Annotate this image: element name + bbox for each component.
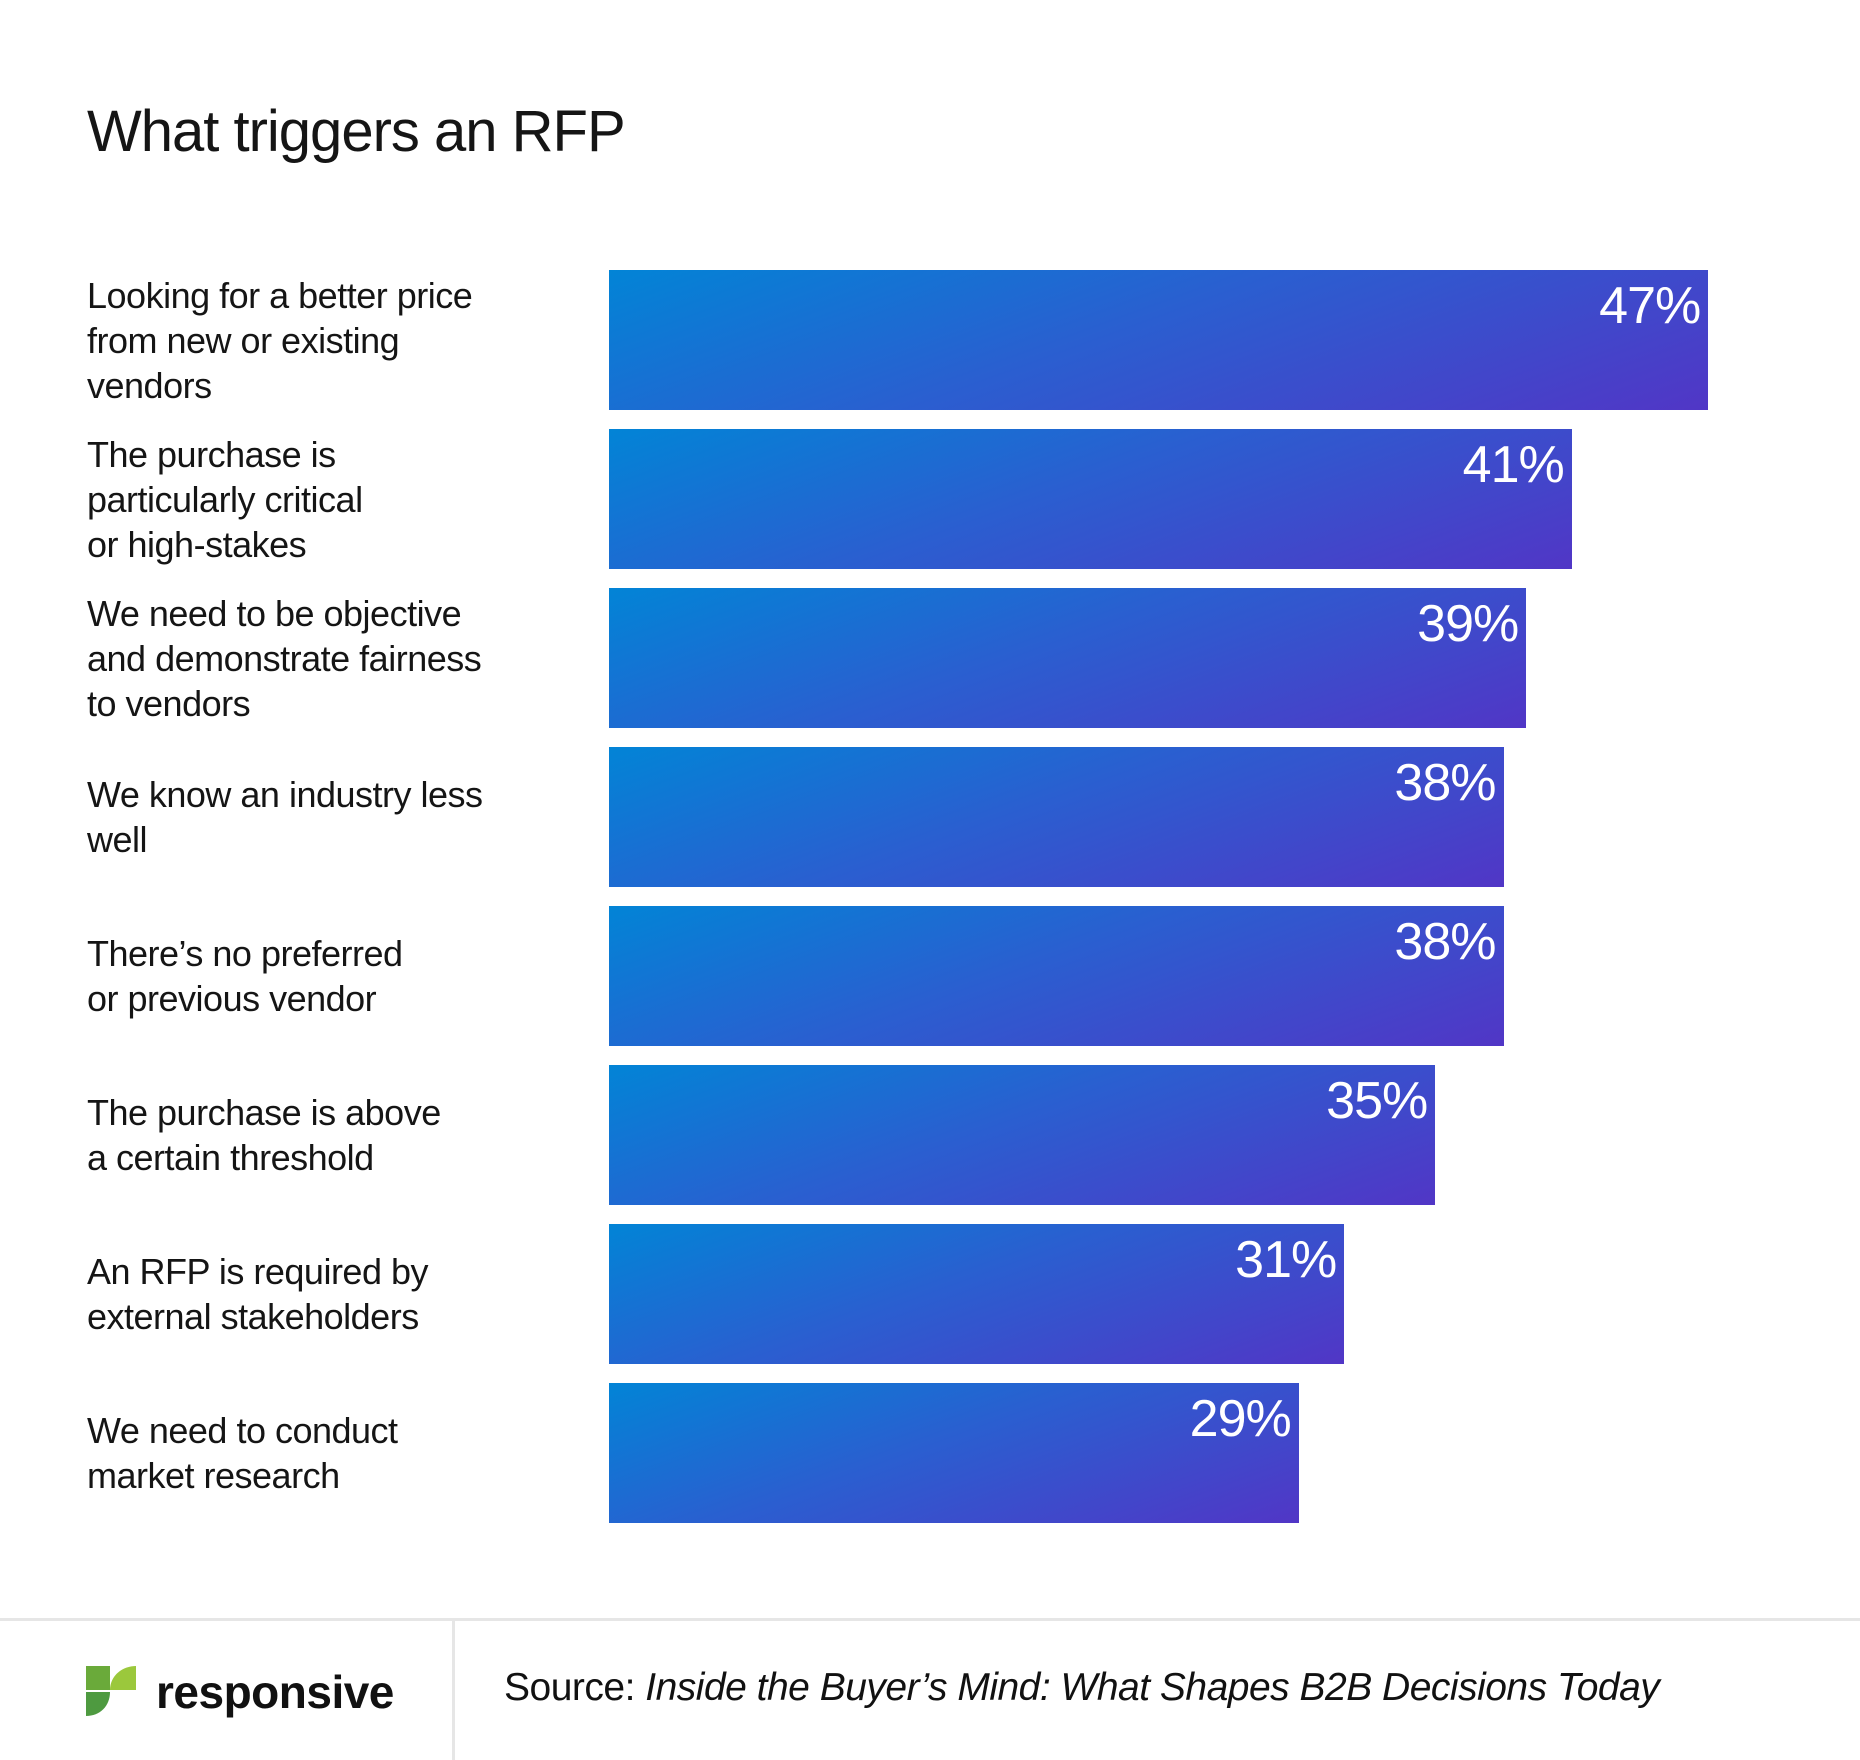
source-prefix: Source: bbox=[504, 1666, 646, 1709]
bar: 29% bbox=[609, 1383, 1299, 1523]
category-label: An RFP is required by external stakehold… bbox=[87, 1251, 429, 1337]
bar: 39% bbox=[609, 588, 1527, 728]
bar-row: Looking for a better price from new or e… bbox=[0, 270, 1860, 410]
bar-row: We need to conduct market research 29% bbox=[0, 1383, 1860, 1523]
bar-row: We know an industry less well 38% bbox=[0, 747, 1860, 887]
data-label: 39% bbox=[1417, 595, 1519, 653]
category-label: Looking for a better price from new or e… bbox=[87, 274, 473, 406]
data-label: 41% bbox=[1462, 436, 1565, 494]
responsive-leaf-icon bbox=[86, 1666, 136, 1716]
category-label: We know an industry less well bbox=[87, 774, 483, 860]
responsive-logo: responsive bbox=[86, 1665, 394, 1719]
bar-row: We need to be objective and demonstrate … bbox=[0, 588, 1860, 728]
bar: 47% bbox=[609, 270, 1709, 410]
bar: 35% bbox=[609, 1065, 1436, 1205]
category-label: The purchase is above a certain threshol… bbox=[87, 1092, 441, 1178]
category-label: There’s no preferred or previous vendor bbox=[87, 933, 403, 1019]
data-label: 47% bbox=[1599, 277, 1701, 335]
data-label: 29% bbox=[1189, 1390, 1292, 1448]
data-label: 31% bbox=[1235, 1231, 1337, 1289]
chart-title: What triggers an RFP bbox=[87, 99, 626, 164]
data-label: 35% bbox=[1326, 1072, 1428, 1130]
bar: 41% bbox=[609, 429, 1572, 569]
category-label: The purchase is particularly critical or… bbox=[87, 433, 363, 565]
bar-row: An RFP is required by external stakehold… bbox=[0, 1224, 1860, 1364]
data-label: 38% bbox=[1394, 913, 1496, 971]
category-label: We need to conduct market research bbox=[87, 1410, 398, 1496]
source-title: Inside the Buyer’s Mind: What Shapes B2B… bbox=[645, 1666, 1660, 1709]
bar-row: The purchase is above a certain threshol… bbox=[0, 1065, 1860, 1205]
footer-vertical-divider bbox=[452, 1620, 455, 1760]
category-label: We need to be objective and demonstrate … bbox=[87, 592, 482, 724]
footer-divider bbox=[0, 1618, 1860, 1621]
data-label: 38% bbox=[1394, 754, 1496, 812]
bar: 38% bbox=[609, 906, 1504, 1046]
source-citation: Source: Inside the Buyer’s Mind: What Sh… bbox=[504, 1666, 1660, 1710]
bar: 38% bbox=[609, 747, 1504, 887]
bar-row: The purchase is particularly critical or… bbox=[0, 429, 1860, 569]
bar: 31% bbox=[609, 1224, 1345, 1364]
brand-name: responsive bbox=[156, 1666, 394, 1718]
bar-row: There’s no preferred or previous vendor 3… bbox=[0, 906, 1860, 1046]
